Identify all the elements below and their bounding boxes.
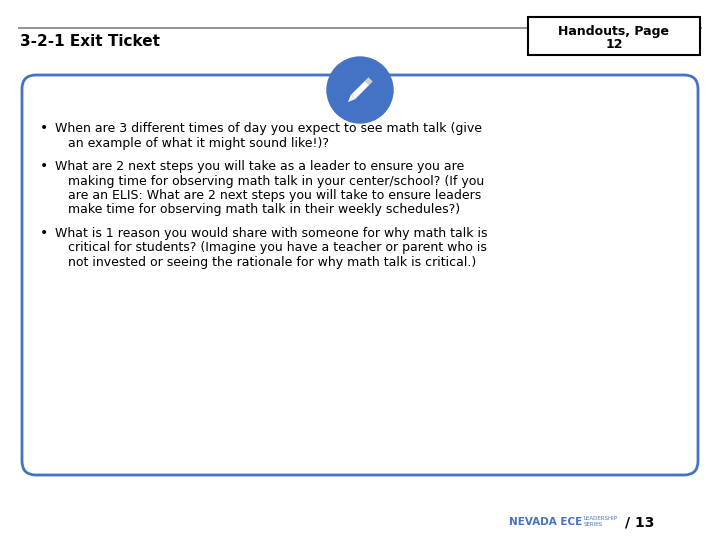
FancyBboxPatch shape xyxy=(22,75,698,475)
Text: make time for observing math talk in their weekly schedules?): make time for observing math talk in the… xyxy=(68,204,460,217)
Text: LEADERSHIP: LEADERSHIP xyxy=(584,516,618,521)
Text: NEVADA ECE: NEVADA ECE xyxy=(509,517,582,527)
Text: •: • xyxy=(40,159,48,173)
Text: Handouts, Page: Handouts, Page xyxy=(559,24,670,37)
Text: 3-2-1 Exit Ticket: 3-2-1 Exit Ticket xyxy=(20,35,160,50)
Text: / 13: / 13 xyxy=(625,515,654,529)
Polygon shape xyxy=(351,81,369,99)
Text: an example of what it might sound like!)?: an example of what it might sound like!)… xyxy=(68,137,329,150)
Text: What are 2 next steps you will take as a leader to ensure you are: What are 2 next steps you will take as a… xyxy=(55,160,464,173)
Text: SERIES: SERIES xyxy=(584,523,603,528)
Text: •: • xyxy=(40,121,48,135)
Text: making time for observing math talk in your center/school? (If you: making time for observing math talk in y… xyxy=(68,174,485,187)
Text: 12: 12 xyxy=(606,37,623,51)
Text: not invested or seeing the rationale for why math talk is critical.): not invested or seeing the rationale for… xyxy=(68,256,476,269)
FancyBboxPatch shape xyxy=(528,17,700,55)
Text: are an ELIS: What are 2 next steps you will take to ensure leaders: are an ELIS: What are 2 next steps you w… xyxy=(68,189,481,202)
Text: •: • xyxy=(40,226,48,240)
Circle shape xyxy=(327,57,393,123)
Polygon shape xyxy=(348,95,355,102)
Text: critical for students? (Imagine you have a teacher or parent who is: critical for students? (Imagine you have… xyxy=(68,241,487,254)
Text: What is 1 reason you would share with someone for why math talk is: What is 1 reason you would share with so… xyxy=(55,227,487,240)
Text: When are 3 different times of day you expect to see math talk (give: When are 3 different times of day you ex… xyxy=(55,122,482,135)
Polygon shape xyxy=(365,77,373,85)
